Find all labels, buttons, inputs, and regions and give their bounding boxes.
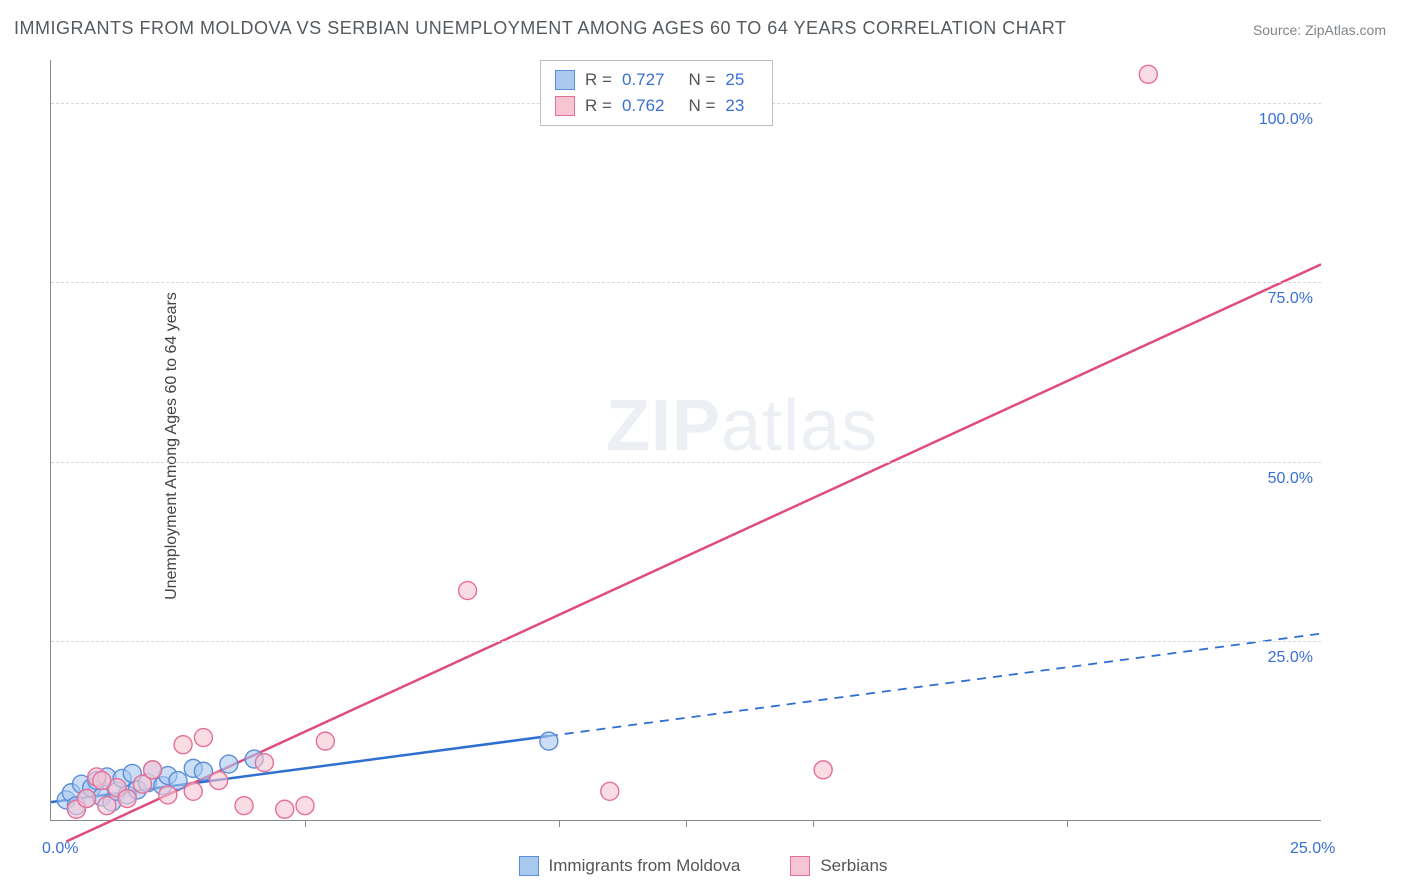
x-tick bbox=[559, 820, 560, 827]
data-point bbox=[459, 582, 477, 600]
stats-legend: R = 0.727 N = 25 R = 0.762 N = 23 bbox=[540, 60, 773, 126]
data-point bbox=[276, 800, 294, 818]
stat-r-value: 0.762 bbox=[622, 93, 665, 119]
stat-n-label: N = bbox=[688, 93, 715, 119]
stats-legend-row: R = 0.727 N = 25 bbox=[555, 67, 758, 93]
data-point bbox=[144, 761, 162, 779]
x-tick bbox=[305, 820, 306, 827]
bottom-legend-item: Serbians bbox=[790, 856, 887, 876]
stat-n-value: 23 bbox=[725, 93, 744, 119]
x-end-label: 25.0% bbox=[1290, 840, 1335, 858]
data-point bbox=[255, 754, 273, 772]
stat-n-value: 25 bbox=[725, 67, 744, 93]
y-tick-label: 75.0% bbox=[1268, 290, 1313, 308]
regression-line-dashed bbox=[549, 634, 1321, 736]
chart-title: IMMIGRANTS FROM MOLDOVA VS SERBIAN UNEMP… bbox=[14, 18, 1066, 39]
stat-r-value: 0.727 bbox=[622, 67, 665, 93]
legend-swatch bbox=[790, 856, 810, 876]
bottom-legend-item: Immigrants from Moldova bbox=[519, 856, 741, 876]
data-point bbox=[118, 789, 136, 807]
legend-swatch bbox=[519, 856, 539, 876]
data-point bbox=[316, 732, 334, 750]
data-point bbox=[159, 786, 177, 804]
data-point bbox=[235, 797, 253, 815]
x-origin-label: 0.0% bbox=[42, 840, 78, 858]
data-point bbox=[540, 732, 558, 750]
gridline bbox=[51, 641, 1321, 642]
data-point bbox=[296, 797, 314, 815]
data-point bbox=[194, 729, 212, 747]
legend-label: Serbians bbox=[820, 856, 887, 876]
stats-legend-row: R = 0.762 N = 23 bbox=[555, 93, 758, 119]
gridline bbox=[51, 462, 1321, 463]
data-point bbox=[1139, 65, 1157, 83]
y-tick-label: 100.0% bbox=[1259, 111, 1313, 129]
x-tick bbox=[1067, 820, 1068, 827]
legend-label: Immigrants from Moldova bbox=[549, 856, 741, 876]
gridline bbox=[51, 282, 1321, 283]
legend-swatch bbox=[555, 96, 575, 116]
stat-r-label: R = bbox=[585, 93, 612, 119]
data-point bbox=[93, 772, 111, 790]
data-point bbox=[174, 736, 192, 754]
x-tick bbox=[686, 820, 687, 827]
stat-n-label: N = bbox=[688, 67, 715, 93]
legend-swatch bbox=[555, 70, 575, 90]
plot-svg bbox=[51, 60, 1321, 820]
correlation-chart: IMMIGRANTS FROM MOLDOVA VS SERBIAN UNEMP… bbox=[0, 0, 1406, 892]
source-label: Source: bbox=[1253, 22, 1301, 38]
data-point bbox=[78, 789, 96, 807]
stat-r-label: R = bbox=[585, 67, 612, 93]
data-point bbox=[814, 761, 832, 779]
data-point bbox=[601, 782, 619, 800]
x-tick bbox=[813, 820, 814, 827]
source-value: ZipAtlas.com bbox=[1305, 22, 1386, 38]
y-tick-label: 50.0% bbox=[1268, 470, 1313, 488]
y-tick-label: 25.0% bbox=[1268, 649, 1313, 667]
data-point bbox=[184, 782, 202, 800]
data-point bbox=[210, 772, 228, 790]
chart-source: Source: ZipAtlas.com bbox=[1253, 22, 1386, 38]
data-point bbox=[220, 755, 238, 773]
data-point bbox=[98, 797, 116, 815]
plot-area: ZIPatlas 25.0%50.0%75.0%100.0% bbox=[50, 60, 1321, 821]
bottom-legend: Immigrants from Moldova Serbians bbox=[0, 856, 1406, 876]
